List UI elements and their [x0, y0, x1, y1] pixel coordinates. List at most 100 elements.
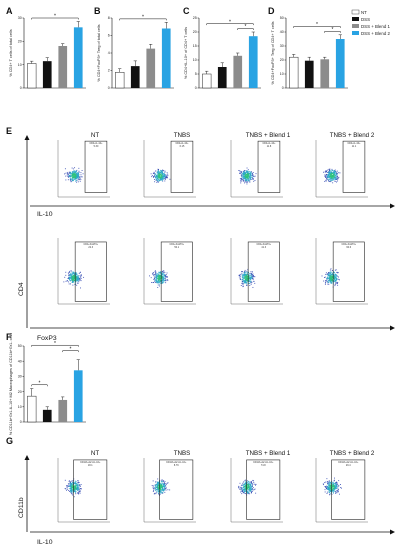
- event-dot: [250, 482, 252, 484]
- event-dot: [74, 167, 76, 169]
- event-dot: [166, 276, 168, 278]
- event-dot: [156, 179, 158, 181]
- event-dot: [65, 488, 67, 490]
- event-dot: [337, 272, 339, 274]
- event-dot: [336, 178, 338, 179]
- event-dot: [333, 280, 335, 282]
- event-dot: [333, 171, 335, 173]
- event-dot: [77, 492, 79, 494]
- event-dot: [70, 485, 72, 487]
- event-dot: [243, 178, 244, 180]
- event-dot: [160, 170, 162, 171]
- event-dot: [246, 175, 248, 177]
- event-dot: [77, 173, 79, 175]
- event-dot: [335, 276, 337, 278]
- event-dot: [74, 180, 76, 182]
- event-dot: [155, 277, 157, 279]
- e-x-axis-arrowhead-row1: [390, 203, 395, 209]
- event-dot: [246, 181, 248, 183]
- event-dot: [329, 271, 331, 273]
- event-dot: [255, 492, 257, 494]
- event-dot: [78, 275, 80, 277]
- event-dot: [157, 276, 159, 278]
- event-dot: [153, 272, 155, 274]
- event-dot: [327, 180, 329, 182]
- event-dot: [68, 272, 70, 274]
- event-dot: [163, 485, 165, 487]
- event-dot: [159, 278, 161, 279]
- event-dot: [244, 486, 246, 488]
- event-dot: [248, 279, 249, 281]
- event-dot: [334, 490, 336, 492]
- event-dot: [246, 490, 248, 492]
- event-dot: [157, 175, 159, 177]
- event-dot: [328, 172, 330, 174]
- event-dot: [240, 179, 242, 181]
- event-dot: [163, 280, 165, 282]
- event-dot: [329, 493, 331, 495]
- event-dot: [241, 173, 243, 175]
- event-dot: [335, 274, 337, 276]
- event-dot: [331, 493, 333, 495]
- event-dot: [326, 179, 328, 181]
- event-dot: [73, 175, 75, 177]
- event-dot: [77, 481, 79, 483]
- event-dot: [75, 178, 77, 180]
- event-dot: [153, 490, 155, 492]
- event-dot: [68, 176, 70, 178]
- event-dot: [330, 481, 332, 483]
- event-dot: [156, 486, 158, 488]
- event-dot: [76, 487, 78, 489]
- event-dot: [336, 170, 338, 172]
- event-dot: [334, 283, 336, 285]
- event-dot: [157, 277, 159, 279]
- gate-box: [159, 459, 194, 520]
- event-dot: [332, 488, 334, 490]
- event-dot: [325, 179, 327, 181]
- event-dot: [73, 274, 75, 276]
- event-dot: [248, 178, 250, 180]
- event-dot: [73, 489, 75, 491]
- event-dot: [74, 170, 76, 172]
- event-dot: [72, 276, 73, 278]
- event-dot: [326, 280, 328, 282]
- flow-plot-e-row1-1: CD4+IL-10+5.30: [57, 140, 110, 198]
- event-dot: [77, 282, 79, 284]
- event-dot: [251, 487, 253, 489]
- event-dot: [159, 285, 160, 287]
- event-dot: [160, 176, 162, 178]
- event-dot: [67, 174, 69, 175]
- event-dot: [331, 170, 333, 172]
- event-dot: [71, 179, 73, 181]
- event-dot: [331, 270, 333, 271]
- event-dot: [162, 271, 163, 273]
- event-dot: [78, 179, 80, 180]
- event-dot: [76, 485, 78, 486]
- event-dot: [68, 283, 70, 285]
- event-dot: [243, 486, 245, 487]
- event-dot: [249, 181, 251, 183]
- event-dot: [154, 487, 156, 489]
- flow-plot-e-row2-1: CD4+FoxP3+22.3: [57, 238, 110, 305]
- event-dot: [242, 271, 244, 273]
- event-dot: [242, 491, 244, 492]
- y-tick-label: 10: [18, 63, 22, 67]
- event-dot: [333, 274, 335, 276]
- event-dot: [246, 480, 248, 482]
- event-dot: [75, 484, 77, 486]
- event-dot: [79, 278, 81, 280]
- event-dot: [150, 277, 152, 279]
- event-dot: [245, 490, 247, 492]
- event-dot: [254, 175, 256, 177]
- event-dot: [167, 175, 169, 176]
- event-dot: [161, 175, 163, 177]
- event-dot: [69, 171, 71, 173]
- event-dot: [325, 171, 327, 173]
- event-dot: [77, 482, 79, 484]
- event-dot: [72, 277, 74, 278]
- event-dot: [241, 489, 243, 491]
- event-dot: [162, 176, 164, 177]
- legend: NT DSS DSS + Blend 1 DSS + Blend 2: [351, 9, 390, 36]
- event-dot: [165, 282, 167, 284]
- event-dot: [161, 177, 163, 179]
